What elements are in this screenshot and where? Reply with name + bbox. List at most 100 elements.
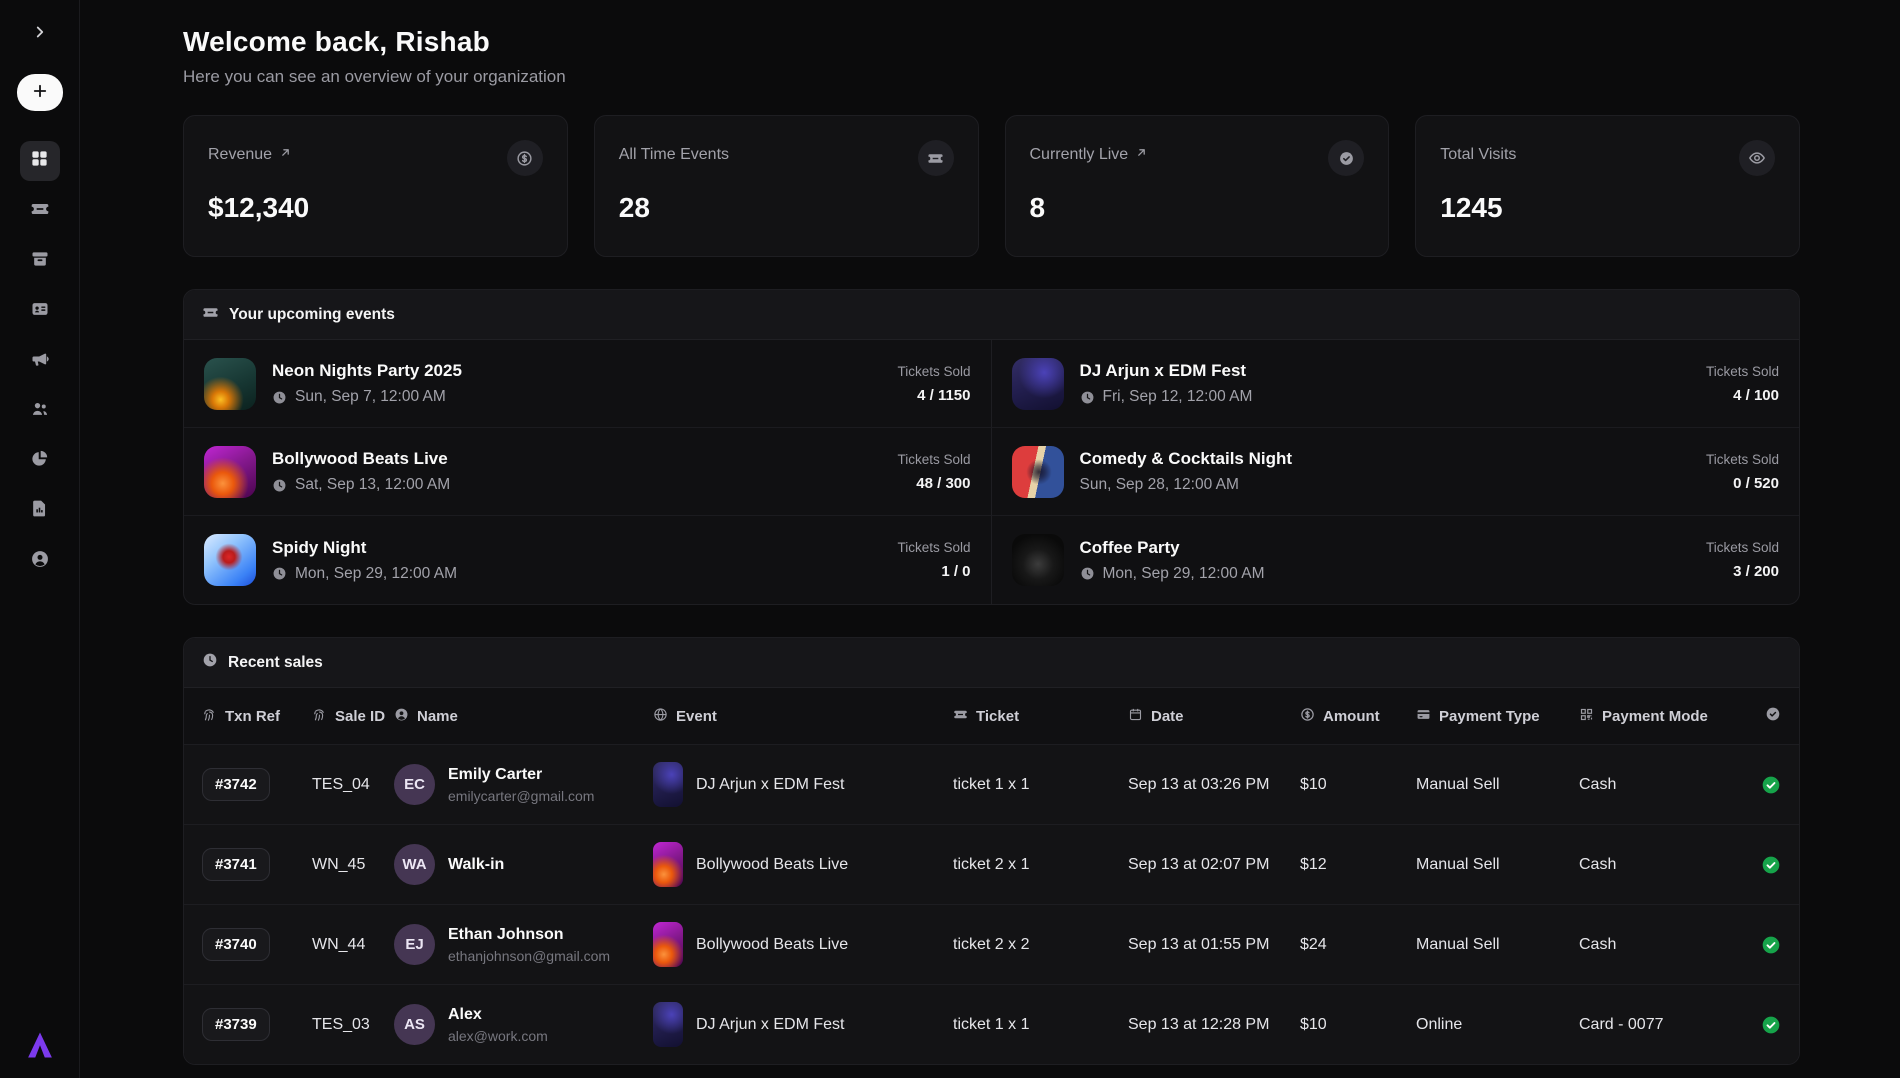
txn-ref-badge: #3741 (202, 848, 270, 881)
payment-mode: Cash (1579, 775, 1617, 793)
sales-table-row[interactable]: #3739 TES_03 AS Alex alex@work.com DJ Ar… (184, 984, 1799, 1064)
arrow-up-right-icon (279, 146, 292, 164)
clock-icon (202, 652, 218, 673)
fingerprint-icon (312, 707, 327, 726)
sales-table-row[interactable]: #3741 WN_45 WA Walk-in Bollywood Beats L… (184, 824, 1799, 904)
sale-id: TES_03 (312, 1015, 370, 1033)
status-success-icon (1761, 935, 1781, 955)
clock-icon (1080, 390, 1095, 405)
panel-title: Your upcoming events (229, 305, 395, 323)
sales-table-header: Txn Ref Sale ID Name Event (184, 688, 1799, 744)
tickets-sold-value: 3 / 200 (1733, 563, 1779, 580)
main-content: Welcome back, Rishab Here you can see an… (80, 0, 1900, 1078)
event-date-text: Mon, Sep 29, 12:00 AM (1102, 564, 1265, 582)
sidebar-item-team[interactable] (20, 391, 60, 431)
user-circle-icon (30, 549, 50, 574)
sidebar-item-inbox[interactable] (20, 241, 60, 281)
column-amount: Amount (1300, 707, 1416, 726)
payment-mode: Cash (1579, 855, 1617, 873)
txn-ref-badge: #3742 (202, 768, 270, 801)
eye-icon (1739, 140, 1775, 176)
clock-icon (1080, 566, 1095, 581)
revenue-link[interactable]: Revenue (208, 146, 292, 164)
sales-table-body: #3742 TES_04 EC Emily Carter emilycarter… (184, 744, 1799, 1064)
sidebar-item-dashboard[interactable] (19, 141, 60, 181)
column-ticket: Ticket (953, 707, 1128, 726)
event-name: Coffee Party (1079, 537, 1180, 557)
upcoming-event-row[interactable]: Spidy Night Mon, Sep 29, 12:00 AM Ticket… (184, 516, 992, 604)
currently-live-link[interactable]: Currently Live (1030, 146, 1149, 164)
event-date-text: Fri, Sep 12, 12:00 AM (1102, 388, 1253, 405)
sale-event-name: Bollywood Beats Live (696, 855, 849, 873)
page-title: Welcome back, Rishab (183, 26, 490, 57)
arrow-up-right-icon (1135, 146, 1148, 164)
upcoming-event-row[interactable]: Comedy & Cocktails Night Sun, Sep 28, 12… (991, 428, 1799, 516)
calendar-icon (1128, 707, 1143, 726)
event-name: Neon Nights Party 2025 (272, 361, 462, 380)
event-thumbnail (204, 534, 256, 586)
event-thumbnail (653, 762, 683, 807)
upcoming-event-row[interactable]: Coffee Party Mon, Sep 29, 12:00 AM Ticke… (992, 516, 1800, 604)
upcoming-events-list: Neon Nights Party 2025 Sun, Sep 7, 12:00… (184, 340, 1799, 604)
customer-name: Ethan Johnson (448, 925, 564, 943)
chevron-right-icon (31, 23, 49, 44)
sale-id: TES_04 (312, 775, 370, 793)
avatar: EJ (394, 924, 435, 965)
brand-logo[interactable] (23, 1028, 57, 1058)
stat-card-all-time-events: All Time Events 28 (593, 115, 979, 257)
dollar-circle-icon (1300, 707, 1315, 726)
sidebar-item-tickets[interactable] (20, 191, 60, 231)
id-card-icon (30, 299, 50, 324)
payment-mode: Card - 0077 (1579, 1015, 1664, 1033)
event-date-text: Sun, Sep 7, 12:00 AM (295, 388, 446, 405)
txn-ref-badge: #3740 (202, 928, 270, 961)
sale-ticket: ticket 2 x 1 (953, 855, 1030, 873)
sidebar-item-contacts[interactable] (20, 291, 60, 331)
sales-table-row[interactable]: #3742 TES_04 EC Emily Carter emilycarter… (184, 744, 1799, 824)
event-thumbnail (204, 357, 256, 410)
tickets-sold-value: 4 / 1150 (917, 386, 971, 404)
user-icon (394, 707, 409, 726)
tickets-sold-value: 1 / 0 (941, 563, 971, 580)
sale-amount: $10 (1300, 775, 1327, 793)
recent-sales-header: Recent sales (184, 638, 1799, 688)
sidebar-item-marketing[interactable] (20, 341, 60, 381)
avatar: WA (394, 844, 435, 885)
customer-email: alex@work.com (448, 1027, 548, 1044)
avatar: EC (394, 764, 435, 805)
sale-amount: $24 (1300, 935, 1327, 953)
column-event: Event (653, 707, 953, 726)
avatar: AS (394, 1004, 435, 1045)
payment-type: Manual Sell (1416, 855, 1500, 873)
tickets-sold-value: 0 / 520 (1733, 474, 1779, 492)
upcoming-event-row[interactable]: DJ Arjun x EDM Fest Fri, Sep 12, 12:00 A… (991, 340, 1799, 428)
sidebar-expand-button[interactable] (25, 18, 55, 48)
dashboard-grid-icon (30, 149, 49, 173)
event-thumbnail (653, 922, 683, 967)
sidebar-item-account[interactable] (20, 541, 60, 581)
event-date-text: Sun, Sep 28, 12:00 AM (1079, 476, 1239, 493)
clock-icon (272, 390, 287, 405)
sidebar-item-analytics[interactable] (20, 441, 60, 481)
sale-amount: $10 (1300, 1015, 1327, 1033)
event-name: Bollywood Beats Live (272, 449, 448, 468)
upcoming-event-row[interactable]: Bollywood Beats Live Sat, Sep 13, 12:00 … (184, 428, 992, 516)
globe-icon (653, 707, 668, 726)
customer-name: Walk-in (448, 855, 505, 873)
sales-table-row[interactable]: #3740 WN_44 EJ Ethan Johnson ethanjohnso… (184, 904, 1799, 984)
sale-date: Sep 13 at 01:55 PM (1128, 935, 1270, 953)
sidebar-nav (19, 141, 60, 581)
column-sale-id: Sale ID (312, 707, 394, 726)
stat-card-revenue: Revenue $12,340 (183, 115, 568, 257)
tickets-sold-label: Tickets Sold (1705, 540, 1779, 555)
upcoming-event-row[interactable]: Neon Nights Party 2025 Sun, Sep 7, 12:00… (184, 340, 992, 428)
plus-icon (31, 82, 49, 103)
event-date-text: Sat, Sep 13, 12:00 AM (295, 476, 451, 493)
sidebar-item-reports[interactable] (20, 491, 60, 531)
column-status (1747, 706, 1781, 726)
create-button[interactable] (16, 74, 63, 111)
event-thumbnail (1011, 445, 1064, 498)
ticket-icon (202, 304, 219, 326)
event-name: DJ Arjun x EDM Fest (1079, 361, 1247, 380)
customer-name: Alex (448, 1005, 482, 1023)
